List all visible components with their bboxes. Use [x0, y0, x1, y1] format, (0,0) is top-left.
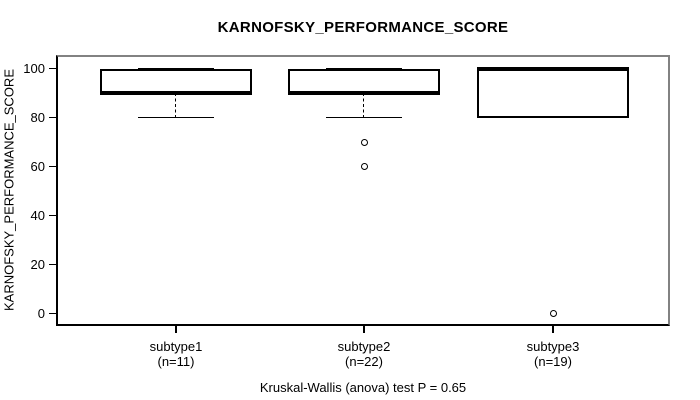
y-tick-label: 100 — [23, 60, 45, 76]
lower-whisker-line — [363, 93, 365, 118]
lower-whisker-cap — [326, 116, 402, 119]
lower-whisker-cap — [138, 116, 214, 119]
x-tick-label: subtype1 (n=11) — [149, 339, 203, 369]
iqr-box — [477, 68, 629, 118]
median-line — [477, 66, 629, 71]
upper-whisker-cap — [326, 67, 402, 70]
y-tick-mark — [49, 263, 56, 266]
x-tick-label: subtype3 (n=19) — [526, 339, 580, 369]
y-tick-mark — [49, 312, 56, 315]
x-tick-mark — [175, 326, 177, 333]
y-tick-mark — [49, 67, 56, 70]
x-tick-mark — [552, 326, 554, 333]
y-tick-label: 40 — [30, 207, 45, 223]
y-axis-label: KARNOFSKY_PERFORMANCE_SCORE — [1, 69, 17, 311]
y-tick-label: 0 — [37, 305, 45, 321]
outlier-point — [360, 163, 368, 170]
lower-whisker-line — [175, 93, 177, 118]
y-tick-label: 20 — [30, 256, 45, 272]
y-tick-mark — [49, 214, 56, 217]
lower-whisker-cap — [515, 116, 591, 119]
x-tick-mark — [363, 326, 365, 333]
median-line — [288, 91, 440, 95]
y-tick-mark — [49, 116, 56, 119]
x-tick-label: subtype2 (n=22) — [337, 339, 391, 369]
median-line — [100, 91, 252, 95]
y-tick-label: 80 — [30, 109, 45, 125]
chart-title: KARNOFSKY_PERFORMANCE_SCORE — [217, 19, 509, 36]
iqr-box — [288, 68, 440, 93]
stat-test-caption: Kruskal-Wallis (anova) test P = 0.65 — [259, 380, 467, 395]
outlier-point — [549, 310, 557, 317]
upper-whisker-cap — [138, 67, 214, 70]
outlier-point — [360, 138, 368, 146]
y-tick-mark — [49, 165, 56, 168]
y-tick-label: 60 — [30, 158, 45, 174]
iqr-box — [100, 68, 252, 93]
